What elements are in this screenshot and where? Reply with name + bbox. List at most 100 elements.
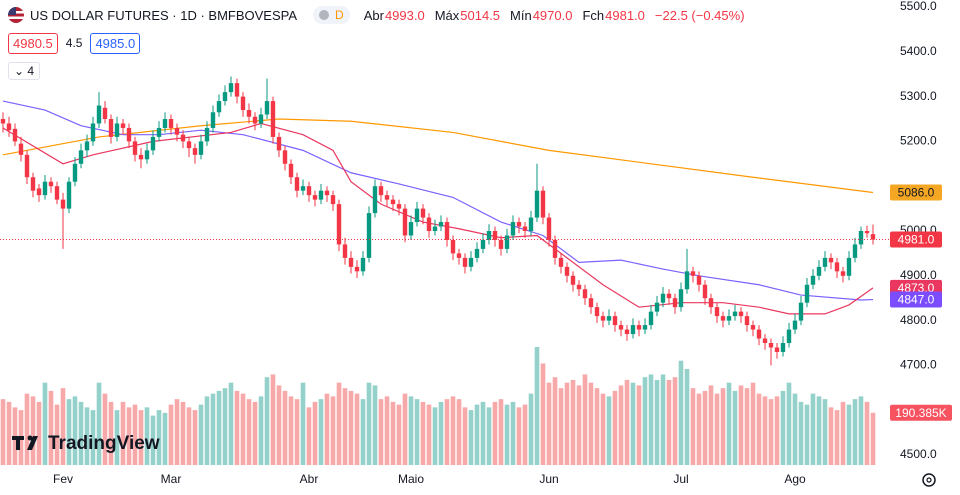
logo-text: TradingView	[48, 433, 160, 454]
volume-bar	[840, 401, 846, 465]
candle-body	[552, 239, 558, 258]
volume-bar	[246, 399, 252, 465]
volume-bar	[60, 388, 66, 465]
candle-body	[390, 199, 396, 205]
volume-bar	[216, 390, 222, 465]
volume-bar	[348, 390, 354, 465]
volume-bar	[462, 407, 468, 465]
volume-bar	[480, 401, 486, 465]
ohlc-value: 4981.0	[605, 7, 645, 23]
candle-body	[810, 275, 816, 285]
candle-body	[354, 266, 360, 272]
indicator-count: 4	[27, 64, 35, 78]
candle-body	[198, 141, 204, 155]
volume-bar	[300, 382, 306, 465]
candle-body	[456, 253, 462, 258]
volume-bar	[528, 393, 534, 465]
candle-body	[852, 244, 858, 258]
volume-bar	[750, 382, 756, 465]
volume-bar	[186, 407, 192, 465]
ask-button[interactable]: 4985.0	[90, 32, 141, 54]
candle-body	[756, 329, 762, 339]
candle-body	[96, 105, 102, 124]
volume-bar	[486, 407, 492, 465]
candle-body	[132, 141, 138, 155]
candle-body	[486, 231, 492, 240]
volume-bar	[468, 410, 474, 465]
quote-row: 4980.5 4.5 4985.0	[8, 32, 141, 54]
candle-body	[282, 150, 288, 164]
y-tick-label: 5400.0	[900, 44, 937, 58]
candle-body	[18, 143, 24, 155]
ohlc-label: Fch	[582, 7, 605, 23]
y-tick-label: 4700.0	[900, 358, 937, 372]
volume-bar	[174, 399, 180, 465]
y-tick-label: 4500.0	[900, 447, 937, 461]
volume-bar	[744, 388, 750, 465]
candle-body	[480, 239, 486, 249]
volume-bar	[432, 407, 438, 465]
volume-bar	[792, 393, 798, 465]
candle-body	[168, 119, 174, 128]
symbol-title[interactable]: US DOLLAR FUTURES · 1D · BMFBOVESPA	[30, 7, 298, 23]
settings-icon[interactable]	[922, 473, 936, 487]
volume-bar	[612, 390, 618, 465]
candle-body	[636, 325, 642, 330]
candle-body	[138, 154, 144, 160]
volume-bar	[696, 393, 702, 465]
candle-body	[798, 302, 804, 321]
candle-body	[0, 119, 6, 124]
candle-body	[714, 307, 720, 317]
candle-body	[780, 343, 786, 352]
settings-icon[interactable]	[922, 473, 936, 487]
volume-bar	[666, 379, 672, 465]
candle-body	[534, 190, 540, 218]
candle-body	[612, 316, 618, 326]
volume-bar	[474, 404, 480, 465]
indicator-row: ⌄ 4	[8, 60, 41, 82]
candle-body	[582, 289, 588, 299]
volume	[0, 347, 876, 465]
volume-bar	[720, 388, 726, 465]
volume-bar	[510, 401, 516, 465]
y-tick-label: 5500.0	[900, 0, 937, 13]
candle-body	[498, 239, 504, 249]
status-pill[interactable]: D	[313, 6, 350, 24]
ohlc-value: 4993.0	[384, 7, 425, 23]
logo-icon	[16, 436, 20, 450]
candle-body	[414, 208, 420, 223]
volume-bar	[102, 393, 108, 465]
candle-body	[684, 271, 690, 290]
settings-icon[interactable]	[926, 477, 932, 483]
candle-body	[84, 141, 90, 151]
volume-bar	[834, 410, 840, 465]
volume-bar	[306, 407, 312, 465]
volume-bar	[84, 407, 90, 465]
indicator-toggle[interactable]: ⌄ 4	[8, 62, 41, 80]
volume-bar	[276, 385, 282, 465]
volume-bar	[90, 410, 96, 465]
volume-bar	[120, 401, 126, 465]
volume-bar	[384, 396, 390, 465]
volume-bar	[780, 390, 786, 465]
candle-body	[672, 298, 678, 308]
volume-bar	[816, 396, 822, 465]
volume-bar	[426, 404, 432, 465]
bid-button[interactable]: 4980.5	[8, 32, 58, 54]
logo-icon	[27, 435, 33, 441]
candle-body	[384, 195, 390, 200]
volume-bar	[42, 382, 48, 465]
candle-body	[708, 298, 714, 308]
candle-body	[306, 186, 312, 196]
candle-body	[426, 217, 432, 231]
volume-bar	[630, 382, 636, 465]
price-label-box	[890, 291, 942, 308]
candle-body	[750, 325, 756, 330]
candle-body	[240, 96, 246, 111]
candle-body	[726, 316, 732, 321]
volume-bar	[30, 396, 36, 465]
volume-bar	[726, 382, 732, 465]
volume-bar	[198, 404, 204, 465]
volume-bar	[108, 401, 114, 465]
ohlc-value: 5014.5	[460, 7, 501, 23]
